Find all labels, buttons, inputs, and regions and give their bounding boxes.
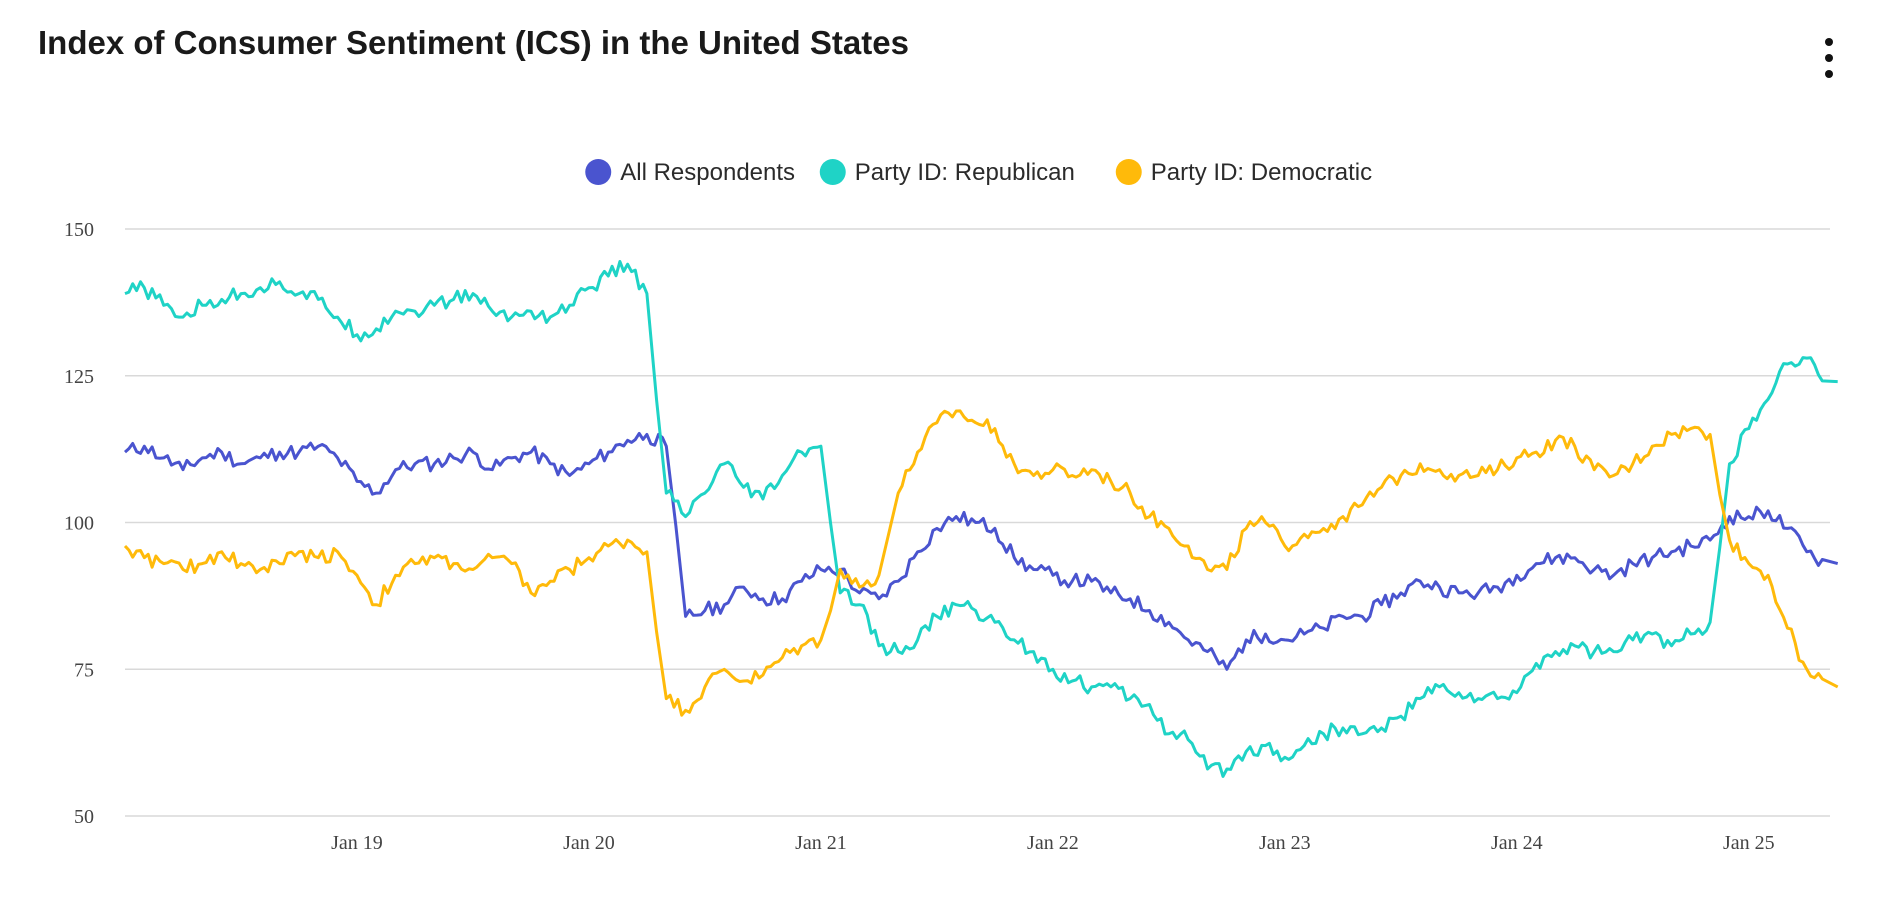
series-line-party-id-democratic bbox=[123, 409, 1839, 717]
x-tick-label: Jan 19 bbox=[331, 832, 383, 854]
y-tick-label: 50 bbox=[74, 806, 94, 828]
legend-label[interactable]: Party ID: Democratic bbox=[1151, 159, 1372, 186]
legend-marker bbox=[819, 159, 846, 185]
chart-title: Index of Consumer Sentiment (ICS) in the… bbox=[38, 24, 909, 61]
series-line-all-respondents bbox=[123, 431, 1839, 671]
x-tick-label: Jan 25 bbox=[1723, 832, 1775, 854]
x-tick-label: Jan 21 bbox=[795, 832, 847, 854]
legend-marker bbox=[1115, 159, 1142, 185]
series-line-party-id-republican bbox=[124, 260, 1838, 778]
legend-label[interactable]: Party ID: Republican bbox=[855, 159, 1075, 186]
y-tick-label: 75 bbox=[74, 659, 94, 681]
menu-dot bbox=[1825, 54, 1833, 62]
x-tick-label: Jan 23 bbox=[1259, 832, 1311, 854]
x-axis: Jan 19 Jan 20 Jan 21 Jan 22 Jan 23 Jan 24 Jan … bbox=[331, 832, 1775, 854]
series-lines bbox=[123, 260, 1839, 778]
more-vertical-icon[interactable] bbox=[1822, 38, 1836, 78]
y-axis: 150 125 100 75 50 bbox=[64, 219, 94, 828]
y-tick-label: 150 bbox=[64, 219, 94, 241]
y-tick-label: 100 bbox=[64, 513, 94, 535]
menu-dot bbox=[1825, 38, 1833, 46]
chart-legend[interactable]: All Respondents Party ID: Republican Party… bbox=[585, 159, 1372, 186]
y-tick-label: 125 bbox=[64, 366, 94, 388]
legend-label[interactable]: All Respondents bbox=[620, 159, 795, 186]
legend-marker bbox=[585, 159, 612, 185]
menu-dot bbox=[1825, 70, 1833, 78]
x-tick-label: Jan 20 bbox=[563, 832, 615, 854]
x-tick-label: Jan 24 bbox=[1491, 832, 1543, 854]
x-tick-label: Jan 22 bbox=[1027, 832, 1079, 854]
